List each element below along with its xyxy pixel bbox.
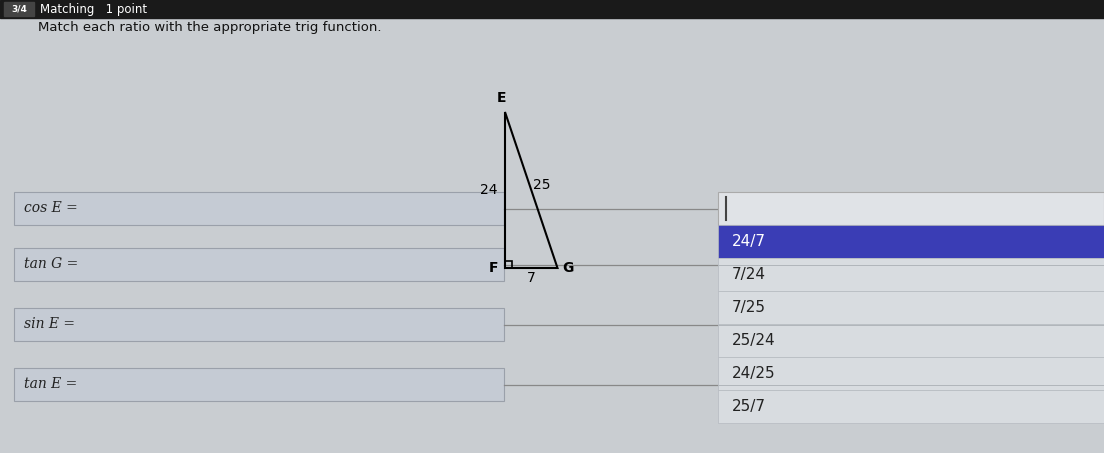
Bar [718,291,1104,324]
Bar [4,2,34,16]
Text: 25/7: 25/7 [732,399,766,414]
Text: F: F [488,261,498,275]
Text: tan E =: tan E = [24,377,77,391]
Bar [718,258,1104,291]
Text: 24/7: 24/7 [732,234,766,249]
Text: 3/4: 3/4 [11,5,26,14]
Bar [718,324,1104,357]
Text: 25: 25 [532,178,550,192]
Text: sin E =: sin E = [24,318,75,332]
Bar [14,308,505,341]
Text: 24/25: 24/25 [732,366,776,381]
Text: 25/24: 25/24 [732,333,776,348]
Text: tan G =: tan G = [24,257,78,271]
Bar [14,368,505,401]
Bar [718,225,1104,258]
Bar [14,248,505,281]
Text: Matching   1 point: Matching 1 point [40,3,147,15]
Text: E: E [497,91,507,105]
Text: 7/24: 7/24 [732,267,766,282]
Text: 24: 24 [480,183,498,197]
Text: 7: 7 [527,271,535,285]
Text: cos E =: cos E = [24,202,77,216]
Text: Match each ratio with the appropriate trig function.: Match each ratio with the appropriate tr… [38,21,382,34]
Text: G: G [562,261,573,275]
Bar [0,0,1104,18]
Bar [718,357,1104,390]
Bar [718,390,1104,423]
Bar [718,192,1104,225]
Bar [14,192,505,225]
Text: 7/25: 7/25 [732,300,766,315]
